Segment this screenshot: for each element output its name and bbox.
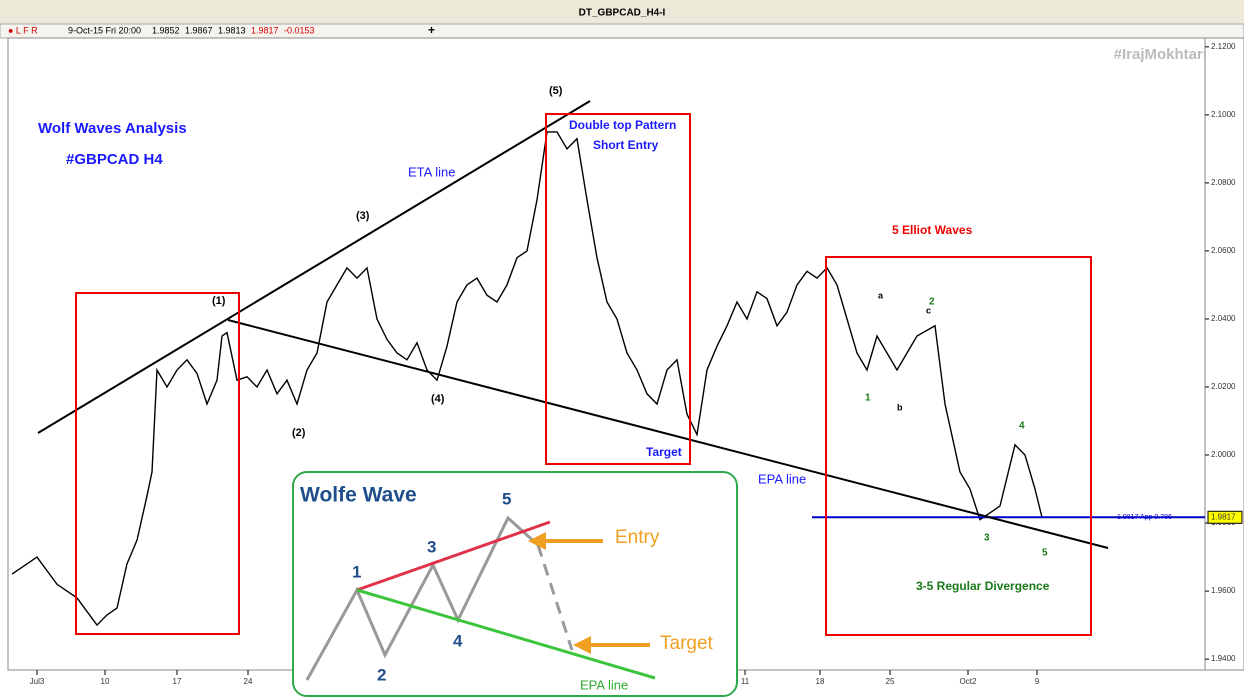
x-tick-label: 9: [1035, 677, 1040, 686]
annotation: c: [926, 305, 931, 315]
annotation: (1): [212, 295, 226, 307]
annotation: Wolf Waves Analysis: [38, 120, 187, 137]
inset-box: [292, 471, 738, 697]
x-tick-label: 25: [886, 677, 895, 686]
y-tick-label: 2.0600: [1211, 246, 1236, 255]
info-value: 1.9867: [185, 25, 213, 35]
annotations: Wolf Waves Analysis #GBPCAD H4 ETA line …: [38, 85, 1050, 593]
inset-epa: EPA line: [580, 677, 628, 692]
annotation: 2: [929, 297, 935, 308]
inset-entry: Entry: [615, 527, 660, 548]
info-value: 1.9813: [218, 25, 246, 35]
box: [545, 113, 691, 465]
annotation: ETA line: [408, 164, 455, 179]
y-tick-label: 2.0800: [1211, 178, 1236, 187]
annotation: EPA line: [758, 471, 806, 486]
annotation: 4: [1019, 421, 1025, 432]
y-tick-label: 2.0000: [1211, 450, 1236, 459]
epa-trendline: [227, 319, 1109, 549]
arrow-head: [573, 636, 591, 654]
price-axis: [1204, 37, 1244, 671]
x-tick-label: 10: [101, 677, 110, 686]
annotation: Target: [646, 445, 682, 459]
annotation: 5: [1042, 548, 1048, 559]
annotation: Double top Pattern: [569, 118, 676, 132]
info-plus: +: [428, 23, 435, 37]
arrow-head: [528, 532, 546, 550]
inset-target: Target: [660, 633, 714, 654]
annotation: 5 Elliot Waves: [892, 223, 973, 237]
info-value: 1.9817: [251, 25, 279, 35]
x-tick-label: 17: [173, 677, 182, 686]
y-tick-label: 2.1000: [1211, 110, 1236, 119]
box: [825, 256, 1092, 636]
y-tick-label: 2.1200: [1211, 42, 1236, 51]
annotation: (2): [292, 427, 306, 439]
y-tick-label: 1.9400: [1211, 654, 1236, 663]
wolfe-epa: [356, 588, 656, 680]
x-tick-label: 24: [244, 677, 253, 686]
info-value: -0.0153: [284, 25, 315, 35]
annotation: 3-5 Regular Divergence: [916, 579, 1050, 593]
header: [0, 0, 1244, 24]
eta-trendline: [37, 100, 591, 434]
price-line: [11, 131, 1043, 627]
inset-label: 2: [377, 665, 386, 684]
price-tag: [1207, 510, 1243, 524]
y-tick-label: 1.9600: [1211, 586, 1236, 595]
info-value: 9-Oct-15 Fri 20:00: [68, 25, 141, 35]
annotation: 3: [984, 533, 990, 544]
info-value: 1.9852: [152, 25, 180, 35]
watermark: #IrajMokhtari: [1114, 46, 1207, 63]
annotation: 1: [865, 393, 871, 404]
annotation: a: [878, 290, 884, 300]
price-level-label: 1.9817 App 0.786: [1117, 514, 1172, 521]
inset-label: 4: [453, 631, 463, 650]
inset-title: Wolfe Wave: [300, 484, 417, 507]
annotation: Short Entry: [593, 138, 659, 152]
annotation: (3): [356, 210, 370, 222]
inset-label: 3: [427, 537, 436, 556]
box: [75, 292, 240, 635]
x-tick-label: 11: [741, 677, 750, 686]
x-tick-label: Jul3: [30, 677, 45, 686]
inset-label: 1: [352, 562, 361, 581]
wolfe-eta: [356, 520, 551, 592]
x-tick-label: 18: [816, 677, 825, 686]
inset-label: 5: [502, 489, 511, 508]
chart-title: DT_GBPCAD_H4-I: [579, 8, 666, 19]
toolbar-icons: ● L F R: [8, 25, 38, 35]
annotation: #GBPCAD H4: [66, 151, 163, 168]
y-tick-label: 2.0200: [1211, 382, 1236, 391]
annotation: (5): [549, 85, 563, 97]
annotation: b: [897, 402, 903, 412]
annotation: (4): [431, 393, 445, 405]
price-tag-label: 1.9817: [1211, 512, 1236, 521]
inset: Wolfe Wave Entry Target EPA line 1 2 3 4…: [292, 471, 738, 697]
x-tick-label: Oct2: [960, 677, 977, 686]
y-tick-label: 2.0400: [1211, 314, 1236, 323]
wolfe-projection: [536, 544, 574, 651]
